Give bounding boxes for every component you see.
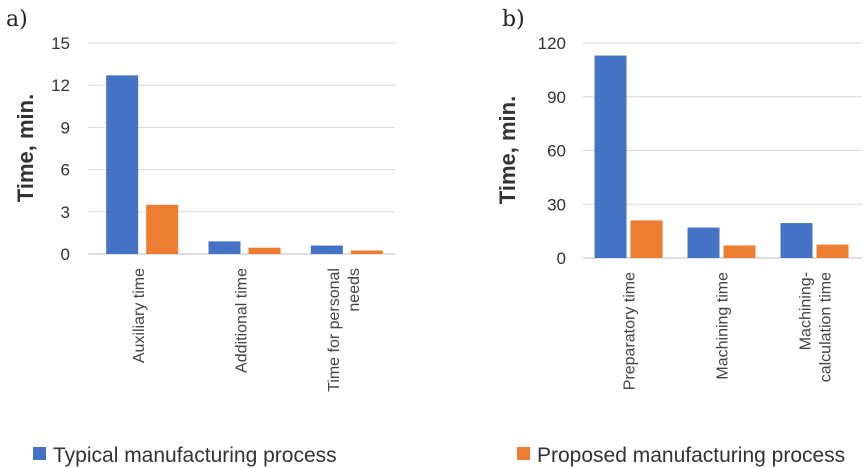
category-label: Machining time bbox=[715, 272, 732, 380]
legend-label-typical: Typical manufacturing process bbox=[53, 444, 337, 467]
y-tick-label: 3 bbox=[61, 203, 70, 222]
bar-typical bbox=[208, 241, 241, 254]
category-label: Machining- bbox=[798, 272, 815, 350]
bar-typical bbox=[780, 223, 813, 258]
bar-proposed bbox=[146, 204, 179, 254]
legend-swatch-proposed bbox=[517, 447, 530, 460]
bar-typical bbox=[106, 75, 139, 254]
category-labels-a: Auxiliary time Additional time Time for pe… bbox=[131, 268, 363, 392]
category-label: needs bbox=[346, 268, 363, 312]
y-axis-label-a: Time, min. bbox=[13, 94, 38, 202]
y-tick-label: 9 bbox=[61, 118, 70, 137]
category-labels-b: Preparatory time Machining time Machining-… bbox=[622, 272, 835, 390]
bars-b bbox=[594, 55, 849, 258]
chart-panel-a: a) Time, min. 0 3 6 9 12 15 Auxiliary time Add… bbox=[6, 7, 395, 392]
bars-a bbox=[106, 75, 383, 254]
bar-proposed bbox=[816, 244, 849, 258]
bar-proposed bbox=[723, 245, 756, 258]
y-tick-label: 0 bbox=[557, 249, 566, 268]
category-label: Preparatory time bbox=[622, 272, 639, 390]
y-tick-label: 30 bbox=[547, 195, 566, 214]
y-tick-label: 60 bbox=[547, 142, 566, 161]
y-ticks-a: 0 3 6 9 12 15 bbox=[51, 34, 70, 264]
y-tick-label: 15 bbox=[51, 34, 70, 53]
category-label: Time for personal bbox=[326, 268, 343, 392]
y-tick-label: 90 bbox=[547, 88, 566, 107]
panel-label-b: b) bbox=[502, 7, 525, 32]
legend-swatch-typical bbox=[33, 447, 46, 460]
y-tick-label: 120 bbox=[538, 34, 566, 53]
chart-panel-b: b) Time, min. 0 30 60 90 120 Preparatory tim… bbox=[495, 7, 862, 390]
bar-typical bbox=[687, 227, 720, 258]
bar-typical bbox=[594, 55, 627, 258]
gridlines-a bbox=[88, 42, 395, 255]
y-tick-label: 12 bbox=[51, 76, 70, 95]
panel-label-a: a) bbox=[6, 7, 28, 32]
legend-label-proposed: Proposed manufacturing process bbox=[537, 444, 845, 467]
legend: Typical manufacturing process Proposed m… bbox=[33, 444, 845, 467]
y-tick-label: 6 bbox=[61, 161, 70, 180]
y-tick-label: 0 bbox=[61, 245, 70, 264]
gridlines-b bbox=[583, 42, 862, 259]
category-label: Additional time bbox=[234, 268, 251, 373]
y-ticks-b: 0 30 60 90 120 bbox=[538, 34, 566, 268]
bar-proposed bbox=[630, 220, 663, 258]
bar-proposed bbox=[350, 250, 383, 254]
y-axis-label-b: Time, min. bbox=[495, 96, 520, 204]
category-label: calculation time bbox=[818, 272, 835, 382]
category-label: Auxiliary time bbox=[131, 268, 148, 363]
bar-typical bbox=[310, 245, 343, 254]
bar-proposed bbox=[248, 247, 281, 254]
